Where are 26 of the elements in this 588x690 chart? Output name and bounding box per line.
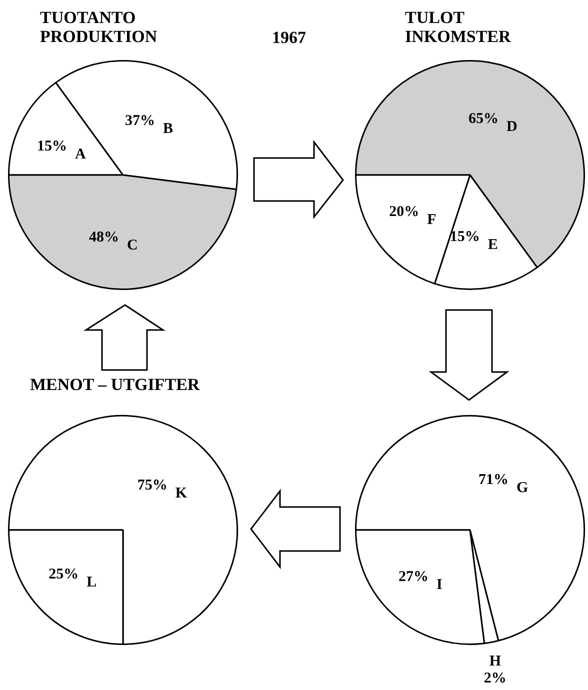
slice-label: K <box>175 485 188 502</box>
data-label: 27% <box>398 569 428 586</box>
data-label: 37% <box>124 112 155 129</box>
data-label: 15% <box>450 228 480 245</box>
chart-title: TUOTANTO PRODUKTION <box>40 8 158 46</box>
slice-label: F <box>427 212 436 228</box>
slice-label: B <box>162 120 174 137</box>
data-label: 15% <box>37 138 68 154</box>
text: 1967 <box>272 28 306 48</box>
chart-title: TULOT INKOMSTER <box>405 8 511 46</box>
data-label: 25% <box>48 566 79 582</box>
data-label: 71% <box>478 472 509 488</box>
data-label: 2% <box>484 670 506 687</box>
slice-label: A <box>75 146 86 162</box>
slice-label: D <box>506 118 518 135</box>
slice-label: G <box>516 480 529 496</box>
chart-title: MENOT – UTGIFTER <box>30 375 200 394</box>
data-label: 48% <box>89 230 120 246</box>
slice-label: L <box>86 574 97 590</box>
slice-label: E <box>488 236 498 253</box>
data-label: 75% <box>137 477 168 494</box>
slice-label: H <box>489 654 502 670</box>
slice-label: I <box>436 577 442 594</box>
slice-label: C <box>127 238 138 254</box>
data-label: 65% <box>468 110 499 127</box>
data-label: 20% <box>389 204 420 220</box>
